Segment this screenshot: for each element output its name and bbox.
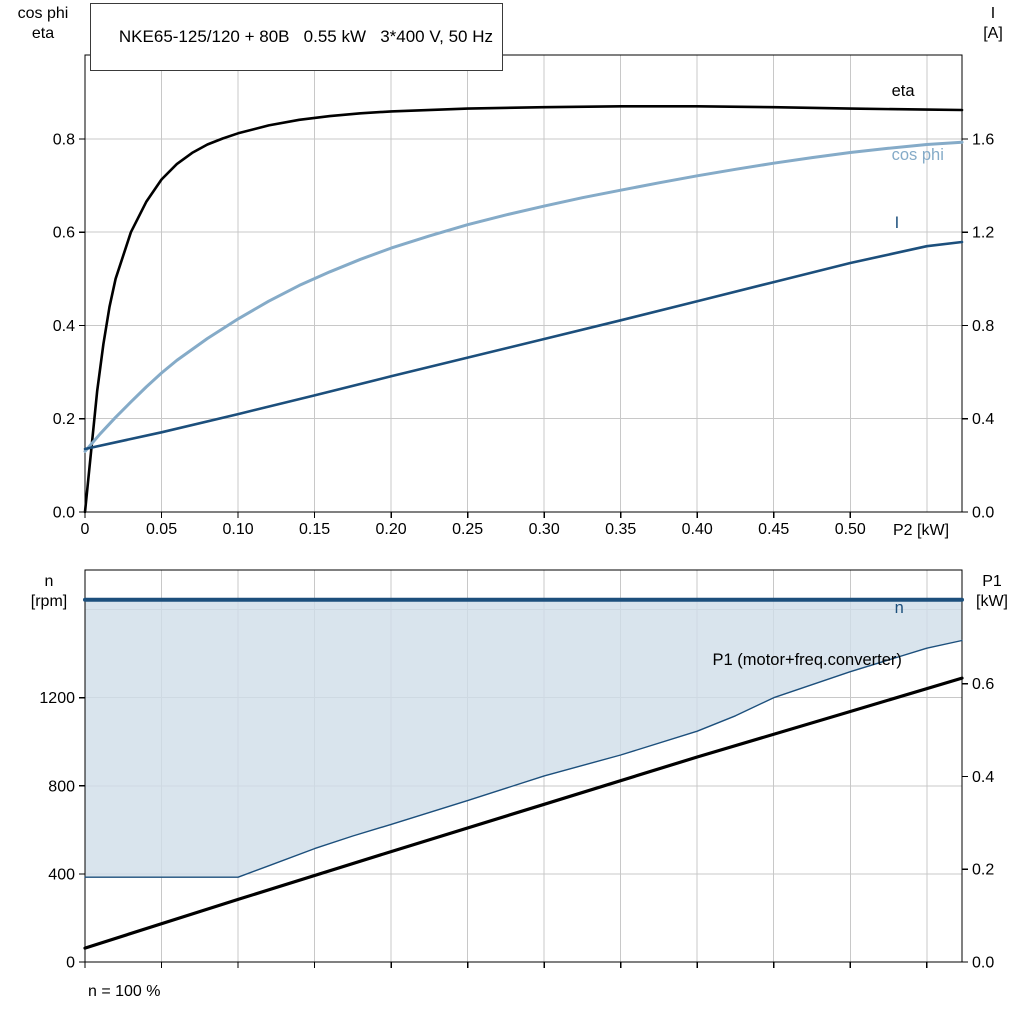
p1-unit-label: [kW] [976,593,1008,610]
n-label: n [895,599,904,617]
ticks [79,138,968,518]
chart-title: NKE65-125/120 + 80B 0.55 kW 3*400 V, 50 … [118,27,493,46]
current-unit-label: [A] [983,25,1003,42]
p1-axis-label: P1 [982,573,1002,590]
left-tick-label: 0.4 [53,318,75,335]
bottom-left-axis-title: n [rpm] [14,572,84,612]
eta-axis-label: eta [31,25,55,42]
x-tick-label: 0.10 [222,521,253,538]
p1-label: P1 (motor+freq.converter) [713,651,902,669]
speed-axis-label: n [44,573,54,590]
left-tick-label: 0.6 [53,225,75,242]
x-tick-label: 0.50 [835,521,866,538]
plot-border [84,569,963,963]
cos-phi-axis-label: cos phi [17,5,69,22]
right-tick-label: 0.8 [972,318,994,335]
gridlines [85,55,962,512]
eta-label: eta [892,82,916,100]
left-tick-label: 800 [48,778,75,795]
top-chart: 0.0 0.2 0.4 0.6 0.8 0.0 0.4 0.8 1.2 1.6 0 0.05 0.10 0… [53,54,995,538]
top-right-axis-title: I [A] [964,4,1022,44]
right-tick-label: 0.6 [972,676,994,693]
series-speed-range-lower [84,639,963,878]
left-tick-label: 400 [48,866,75,883]
x-tick-label: 0.40 [682,521,713,538]
ticks [79,683,968,968]
left-tick-label: 0.0 [53,505,75,522]
right-tick-label: 0.0 [972,505,994,522]
plot-border [84,54,963,513]
left-tick-label: 0.2 [53,411,75,428]
left-tick-label: 0 [66,955,75,972]
bottom-right-axis-title: P1 [kW] [962,572,1022,612]
right-tick-label: 0.4 [972,769,994,786]
series-eta [83,105,964,514]
right-tick-label: 0.0 [972,955,994,972]
speed-range-band [85,599,962,878]
series-p1 [83,676,964,950]
x-tick-label: 0.25 [452,521,483,538]
bottom-chart: 0 400 800 1200 0.0 0.2 0.4 0.6 n P1 (motor+freq.c… [39,569,994,972]
tick-labels: 0.0 0.2 0.4 0.6 0.8 0.0 0.4 0.8 1.2 1.6 0 0.05 0.10 0… [53,131,995,538]
speed-footnote: n = 100 % [88,983,161,1000]
speed-unit-label: [rpm] [30,593,68,610]
x-tick-label: 0.15 [299,521,330,538]
top-left-axis-title: cos phi eta [0,4,86,44]
x-axis-label: P2 [kW] [893,522,950,539]
right-tick-label: 1.6 [972,131,994,148]
current-label: I [895,214,900,232]
x-tick-label: 0 [81,521,90,538]
x-tick-label: 0.35 [605,521,636,538]
cos-phi-label: cos phi [892,146,944,164]
tick-labels: 0 400 800 1200 0.0 0.2 0.4 0.6 [39,676,994,971]
left-tick-label: 1200 [39,690,75,707]
x-tick-label: 0.45 [758,521,789,538]
right-tick-label: 0.2 [972,862,994,879]
right-tick-label: 1.2 [972,225,994,242]
current-axis-label: I [990,5,996,22]
x-tick-label: 0.20 [376,521,407,538]
right-tick-label: 0.4 [972,411,994,428]
series-cos-phi [83,140,964,453]
x-tick-label: 0.30 [529,521,560,538]
chart-title-box: NKE65-125/120 + 80B 0.55 kW 3*400 V, 50 … [90,3,503,71]
left-tick-label: 0.8 [53,131,75,148]
series-current [83,240,964,451]
x-tick-label: 0.05 [146,521,177,538]
